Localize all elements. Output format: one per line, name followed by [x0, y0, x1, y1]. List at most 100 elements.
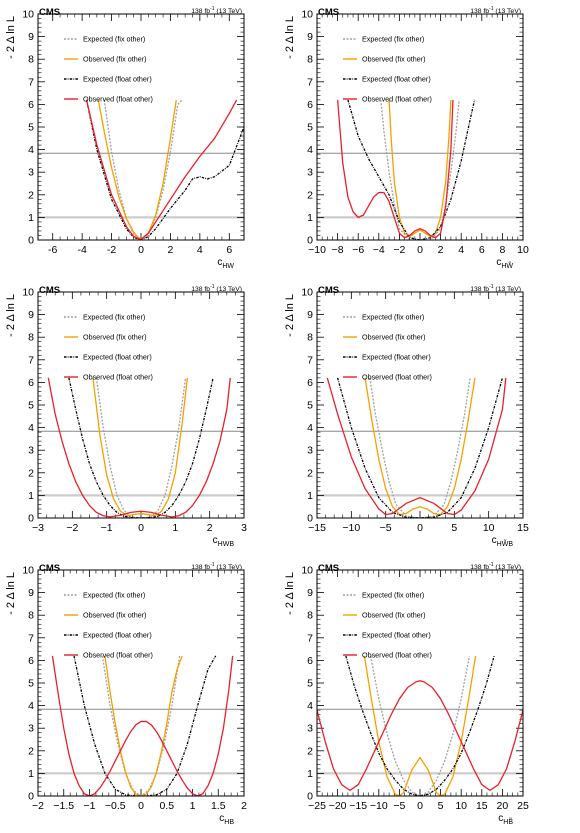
x-tick-label: 1 — [172, 522, 178, 534]
series-line-1 — [103, 99, 183, 240]
lumi-label: 138 fb-1 (13 TeV) — [191, 284, 242, 293]
lumi-value: 138 fb — [191, 286, 210, 293]
y-tick-label: 10 — [301, 9, 313, 21]
y-tick-label: 4 — [307, 422, 313, 434]
cms-label: CMS — [39, 563, 60, 574]
x-axis-label-main: c — [492, 535, 497, 546]
x-tick-label: −2 — [393, 244, 405, 256]
lumi-sup: -1 — [489, 284, 494, 290]
lumi-sup: -1 — [210, 6, 215, 12]
x-axis-label: cHB — [219, 813, 234, 826]
y-tick-label: 4 — [307, 144, 313, 156]
y-tick-label: 1 — [28, 768, 34, 780]
plot-frame — [316, 13, 524, 241]
lumi-sup: -1 — [489, 6, 494, 12]
series-line-3 — [345, 655, 495, 796]
y-tick-label: 9 — [307, 309, 313, 321]
y-tick-label: 3 — [307, 723, 313, 735]
x-tick-label: 6 — [479, 244, 485, 256]
lumi-energy: (13 TeV) — [215, 8, 242, 15]
lumi-energy: (13 TeV) — [215, 286, 242, 293]
lumi-value: 138 fb — [470, 286, 489, 293]
lumi-value: 138 fb — [470, 564, 489, 571]
chart-panel-1: 0 1 2 3 4 5 6 7 8 9 10 -6 -4 -2 0 2 4 6 CMS 138 fb-1 (13 Te… — [5, 6, 245, 270]
plot-frame — [316, 291, 524, 519]
series-line-3 — [336, 377, 504, 518]
x-axis-label: cHW — [217, 257, 234, 270]
x-tick-label: −1.5 — [53, 800, 74, 812]
y-axis-label: - 2 Δ ln L — [5, 572, 17, 615]
y-tick-label: 5 — [307, 400, 313, 412]
legend-label-4: Observed (float other) — [83, 373, 153, 382]
x-tick-label: 10 — [517, 244, 529, 256]
series-line-2 — [363, 655, 477, 796]
x-tick-label: 0 — [138, 244, 144, 256]
y-tick-label: 4 — [28, 700, 34, 712]
series-line-2 — [97, 99, 177, 240]
cms-label: CMS — [318, 285, 339, 296]
y-tick-label: 10 — [22, 565, 34, 577]
y-tick-label: 5 — [28, 122, 34, 134]
y-tick-label: 1 — [307, 490, 313, 502]
lumi-sup: -1 — [489, 562, 494, 568]
legend-label-4: Observed (float other) — [83, 651, 153, 660]
plot-frame — [37, 569, 245, 797]
y-tick-label: 5 — [28, 400, 34, 412]
y-tick-label: 7 — [28, 76, 34, 88]
y-tick-label: 6 — [307, 377, 313, 389]
series-line-3 — [85, 99, 244, 240]
lumi-energy: (13 TeV) — [494, 564, 521, 571]
x-tick-label: 8 — [499, 244, 505, 256]
y-tick-label: 5 — [28, 678, 34, 690]
chart-panel-3: 0 1 2 3 4 5 6 7 8 9 10 −3 −2 −1 0 1 2 3 CMS 138 fb-1 (13 Te… — [5, 284, 247, 548]
legend-label-4: Observed (float other) — [362, 373, 432, 382]
x-axis-label: cHB̃ — [498, 813, 513, 826]
series-line-2 — [104, 655, 183, 796]
x-tick-label: -4 — [77, 244, 86, 256]
y-tick-label: 2 — [307, 467, 313, 479]
y-tick-label: 10 — [22, 287, 34, 299]
x-axis-label-main: c — [498, 813, 503, 824]
x-tick-label: 1.5 — [211, 800, 226, 812]
y-tick-label: 5 — [307, 122, 313, 134]
x-tick-label: 5 — [451, 522, 457, 534]
x-tick-label: 0 — [138, 800, 144, 812]
x-axis-label-sub: HB̃ — [503, 818, 513, 826]
x-tick-label: 0 — [417, 800, 423, 812]
series-line-1 — [369, 655, 471, 796]
series-line-4 — [51, 655, 234, 796]
y-tick-label: 0 — [28, 791, 34, 803]
x-tick-label: −0.5 — [105, 800, 126, 812]
legend-label-2: Observed (fix other) — [83, 611, 147, 620]
y-axis-label: - 2 Δ ln L — [5, 16, 17, 59]
x-axis-label-sub: HW̃ — [501, 262, 513, 270]
x-tick-label: 10 — [455, 800, 467, 812]
y-tick-label: 8 — [307, 332, 313, 344]
y-tick-label: 1 — [28, 490, 34, 502]
series-line-1 — [101, 655, 181, 796]
x-tick-label: 20 — [497, 800, 509, 812]
series-line-4 — [336, 99, 454, 239]
x-tick-label: −5 — [380, 522, 392, 534]
series-line-4 — [85, 99, 238, 240]
curves — [326, 377, 507, 518]
y-tick-label: 0 — [307, 513, 313, 525]
series-line-4 — [317, 680, 523, 791]
y-tick-label: 2 — [28, 745, 34, 757]
cms-label: CMS — [318, 7, 339, 18]
x-tick-label: 0.5 — [159, 800, 174, 812]
legend-label-3: Expected (float other) — [83, 75, 152, 84]
y-tick-label: 9 — [28, 309, 34, 321]
cms-label: CMS — [39, 7, 60, 18]
x-tick-label: 10 — [483, 522, 495, 534]
y-tick-label: 4 — [28, 144, 34, 156]
y-tick-label: 9 — [307, 31, 313, 43]
chart-panel-5: 0 1 2 3 4 5 6 7 8 9 10 −2 −1.5 −1 −0.5 0 0.5 1 1.5 2 CMS 138 … — [5, 562, 247, 826]
x-tick-label: 15 — [517, 522, 529, 534]
y-tick-label: 9 — [28, 31, 34, 43]
legend-label-3: Expected (float other) — [362, 631, 431, 640]
y-tick-label: 6 — [28, 377, 34, 389]
lumi-energy: (13 TeV) — [215, 564, 242, 571]
y-axis-label: - 2 Δ ln L — [284, 16, 296, 59]
series-line-2 — [92, 377, 188, 517]
